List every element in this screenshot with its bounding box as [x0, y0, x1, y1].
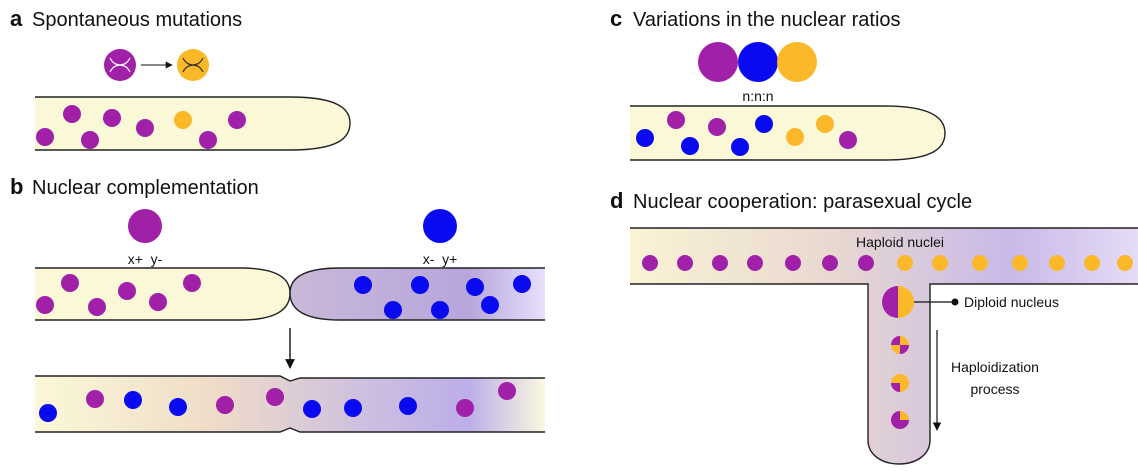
panel-title: Spontaneous mutations [32, 9, 242, 31]
nucleus [128, 209, 162, 243]
pointer-dot [952, 299, 959, 306]
nucleus [88, 298, 106, 316]
nucleus [384, 301, 402, 319]
nucleus [513, 275, 531, 293]
nucleus [642, 255, 658, 271]
nucleus [712, 255, 728, 271]
panel-title: Nuclear cooperation: parasexual cycle [633, 191, 972, 213]
nucleus [303, 400, 321, 418]
nucleus [708, 118, 726, 136]
nucleus [738, 42, 778, 82]
nucleus [1049, 255, 1065, 271]
annotation: Diploid nucleus [964, 294, 1059, 310]
nucleus [636, 129, 654, 147]
nucleus [498, 382, 516, 400]
nucleus [822, 255, 838, 271]
nucleus [228, 111, 246, 129]
figure: a Spontaneous mutations b Nuclear comple… [0, 0, 1138, 471]
nucleus [39, 404, 57, 422]
nucleus [456, 399, 474, 417]
nucleus [86, 390, 104, 408]
nucleus [816, 115, 834, 133]
nucleus [431, 301, 449, 319]
nucleus [149, 293, 167, 311]
nucleus [399, 397, 417, 415]
nucleus [103, 109, 121, 127]
nucleus [183, 274, 201, 292]
nucleus [786, 128, 804, 146]
nucleus [81, 131, 99, 149]
nucleus [216, 396, 234, 414]
panel-letter: d [610, 188, 623, 213]
nucleus [199, 131, 217, 149]
panel-letter: c [610, 6, 622, 31]
annotation: process [970, 381, 1019, 397]
ratio-label: n:n:n [742, 88, 773, 104]
panel-letter: b [10, 174, 23, 199]
nucleus [785, 255, 801, 271]
panel-letter: a [10, 6, 23, 31]
nucleus [1012, 255, 1028, 271]
nucleus [897, 255, 913, 271]
nucleus [681, 137, 699, 155]
nucleus [118, 282, 136, 300]
nucleus [481, 296, 499, 314]
nucleus [667, 111, 685, 129]
nucleus [61, 274, 79, 292]
nucleus [1117, 255, 1133, 271]
nucleus [839, 131, 857, 149]
nucleus [169, 398, 187, 416]
nucleus [466, 278, 484, 296]
nucleus [972, 255, 988, 271]
nucleus [747, 255, 763, 271]
nucleus [858, 255, 874, 271]
genotype-label: x- y+ [423, 251, 458, 267]
panel-title: Nuclear complementation [32, 177, 259, 199]
nucleus [36, 296, 54, 314]
nucleus [698, 42, 738, 82]
nucleus [266, 388, 284, 406]
nucleus [36, 128, 54, 146]
nucleus [136, 119, 154, 137]
nucleus [677, 255, 693, 271]
annotation: Haploid nuclei [856, 234, 944, 250]
nucleus [411, 276, 429, 294]
nucleus [731, 138, 749, 156]
genotype-label: x+ y- [128, 251, 163, 267]
nucleus [1084, 255, 1100, 271]
nucleus [354, 276, 372, 294]
nucleus [932, 255, 948, 271]
nucleus [63, 105, 81, 123]
nucleus [174, 111, 192, 129]
nucleus [755, 115, 773, 133]
annotation: Haploidization [951, 359, 1039, 375]
nucleus [423, 209, 457, 243]
nucleus [344, 399, 362, 417]
nucleus [124, 391, 142, 409]
panel-title: Variations in the nuclear ratios [633, 9, 901, 31]
nucleus [777, 42, 817, 82]
hypha [290, 268, 545, 320]
